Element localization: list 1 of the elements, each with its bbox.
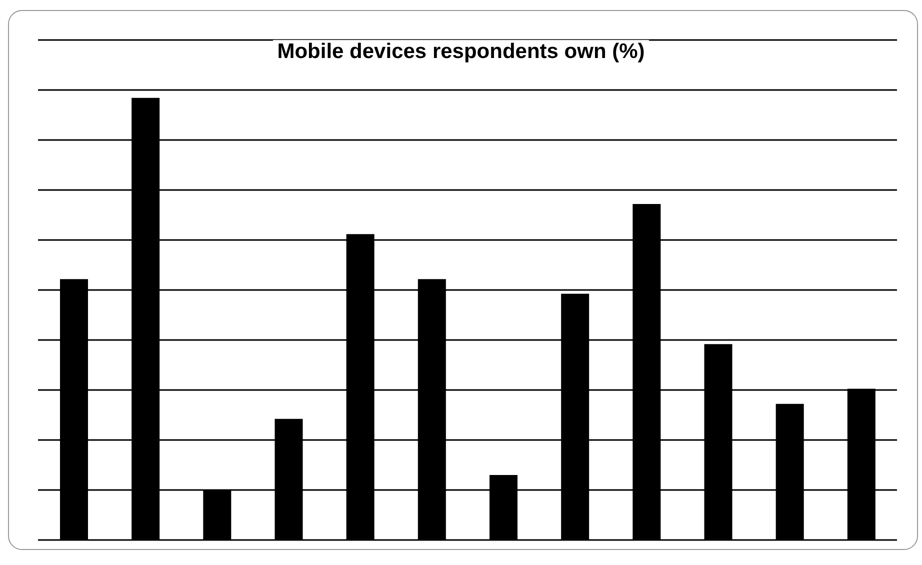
chart-title: Mobile devices respondents own (%) xyxy=(273,40,649,63)
